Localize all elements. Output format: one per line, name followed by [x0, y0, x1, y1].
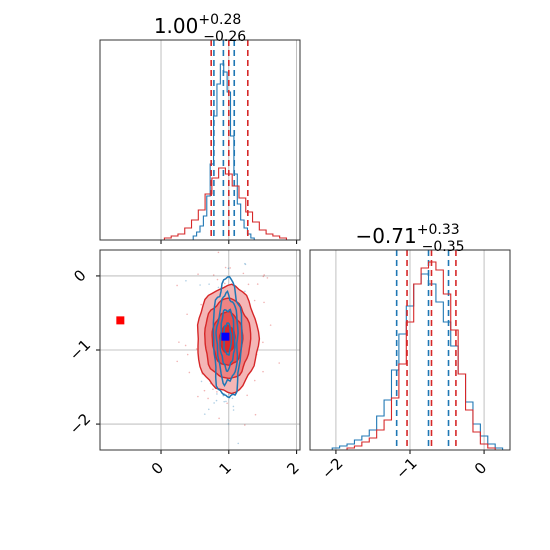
contour-panel-frame — [99, 249, 301, 451]
hist-bottom-right-xtick-label: −2 — [318, 454, 346, 482]
title-minus: −0.26 — [203, 29, 246, 45]
contour-panel-ytick-label: −2 — [66, 410, 94, 438]
contour-panel-sample-point — [200, 380, 203, 383]
contour-panel-sample-point — [186, 313, 188, 316]
contour-panel-sample-point — [266, 277, 269, 279]
contour-panel-contours — [116, 229, 281, 445]
contour-panel-sample-point — [244, 263, 247, 266]
contour-panel-sample-point — [225, 400, 227, 403]
hist-top-left-hist-series-0 — [192, 63, 255, 240]
contour-panel-ytick-label: 0 — [70, 266, 89, 285]
contour-panel-sample-point — [213, 229, 215, 231]
contour-panel-sample-point — [197, 273, 199, 275]
contour-panel-sample-point — [278, 362, 281, 364]
hist-bottom-right-xtick-label: 0 — [471, 459, 490, 478]
contour-panel-sample-point — [186, 353, 189, 356]
contour-panel-sample-point — [176, 284, 178, 287]
hist-bottom-right-xtick-label: −1 — [392, 454, 420, 482]
contour-panel-sample-point — [224, 266, 227, 269]
contour-panel-sample-point — [176, 360, 179, 363]
hist-bottom-right-hist-series-0 — [331, 273, 504, 450]
contour-panel-sample-point — [203, 389, 206, 392]
contour-panel-xtick-label: 1 — [216, 459, 235, 478]
contour-panel-sample-point — [228, 393, 230, 395]
hist-top-left-hist-series-1 — [163, 167, 287, 240]
contour-panel-sample-point — [203, 413, 206, 415]
contour-panel-truth-marker — [221, 332, 230, 341]
contour-panel-sample-point — [262, 370, 264, 373]
contour-panel-sample-point — [232, 405, 235, 408]
contour-panel-sample-point — [208, 283, 210, 285]
contour-panel-sample-point — [216, 278, 219, 281]
contour-panel-sample-point — [199, 284, 201, 286]
contour-panel-sample-point — [263, 301, 265, 304]
contour-panel-xtick-label: 0 — [148, 459, 167, 478]
contour-panel-truth-marker — [116, 316, 125, 325]
contour-panel-sample-point — [216, 393, 218, 395]
contour-panel-sample-point — [237, 442, 240, 445]
contour-panel-sample-point — [215, 399, 218, 402]
contour-panel-sample-point — [184, 344, 187, 347]
title-plus: +0.28 — [198, 12, 241, 28]
title-minus: −0.35 — [422, 239, 465, 255]
contour-panel-sample-point — [197, 395, 199, 398]
contour-panel-sample-point — [254, 413, 257, 416]
contour-panel-sample-point — [244, 290, 246, 293]
contour-panel-sample-point — [207, 408, 210, 411]
contour-panel-sample-point — [216, 391, 218, 393]
hist-bottom-right-frame — [309, 249, 511, 451]
contour-panel-sample-point — [242, 272, 245, 275]
hist-bottom-right-hist-series-1 — [346, 261, 496, 450]
contour-panel-sample-point — [247, 283, 250, 286]
contour-panel-sample-point — [224, 282, 226, 285]
contour-panel-xtick-label: 2 — [283, 459, 302, 478]
contour-panel-sample-point — [217, 251, 220, 254]
contour-panel-sample-point — [231, 397, 234, 400]
title-value: 1.00 — [154, 14, 199, 38]
contour-panel-sample-point — [218, 417, 220, 420]
contour-panel-sample-point — [212, 388, 214, 391]
contour-panel-sample-point — [212, 274, 215, 276]
contour-panel-sample-point — [229, 267, 231, 269]
title-plus: +0.33 — [417, 222, 460, 238]
contour-panel-sample-point — [244, 424, 246, 426]
contour-panel-blue-contour — [219, 308, 236, 373]
contour-panel-blue-contour — [215, 290, 239, 387]
contour-panel-sample-point — [185, 279, 187, 282]
contour-panel-sample-point — [262, 341, 264, 344]
contour-panel-sample-point — [232, 409, 235, 411]
title-value: −0.71 — [355, 224, 416, 248]
contour-panel-sample-point — [227, 423, 230, 425]
contour-panel-sample-point — [200, 303, 202, 306]
contour-panel-sample-point — [217, 286, 220, 289]
contour-panel-sample-point — [262, 275, 265, 278]
contour-panel-sample-point — [188, 371, 191, 374]
contour-panel-sample-point — [269, 324, 272, 326]
contour-panel-sample-point — [195, 348, 198, 350]
contour-panel-sample-point — [213, 402, 215, 404]
contour-panel-sample-point — [226, 402, 228, 405]
contour-panel-sample-point — [256, 283, 259, 285]
contour-panel-sample-point — [253, 299, 256, 302]
contour-panel-blue-contour — [212, 275, 243, 399]
contour-panel-ytick-label: −1 — [66, 336, 94, 364]
contour-panel-sample-point — [227, 267, 230, 270]
contour-panel-sample-point — [253, 379, 256, 382]
panel-title: 1.00+0.28 −0.26 — [154, 12, 246, 45]
contour-panel-sample-point — [223, 400, 225, 403]
contour-panel-sample-point — [244, 262, 246, 265]
contour-panel-sample-point — [218, 241, 220, 243]
contour-panel-sample-point — [246, 394, 248, 397]
contour-panel-sample-point — [178, 341, 180, 343]
contour-panel-sample-point — [207, 397, 209, 400]
hist-top-left-frame — [99, 39, 301, 241]
contour-panel-sample-point — [263, 274, 266, 276]
panel-title: −0.71+0.33 −0.35 — [355, 222, 464, 255]
